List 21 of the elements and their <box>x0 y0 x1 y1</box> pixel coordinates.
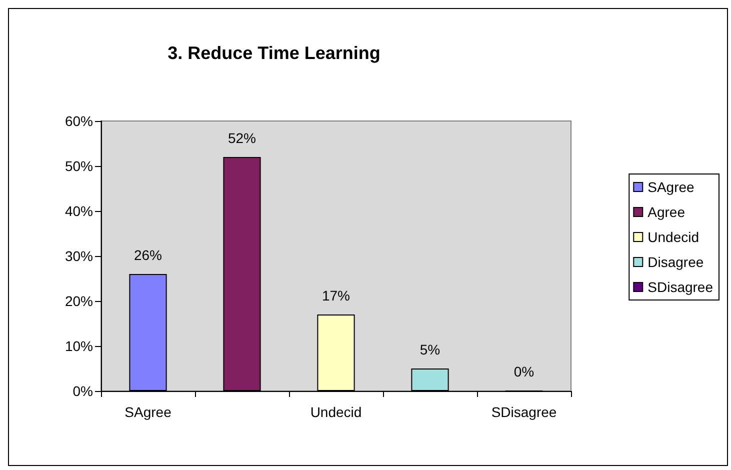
x-tick-label: SAgree <box>124 404 172 420</box>
y-tick-label: 30% <box>64 248 93 264</box>
y-tick-label: 20% <box>64 293 93 309</box>
data-label: 0% <box>514 364 534 380</box>
legend-label: Agree <box>648 204 686 220</box>
y-tick-label: 0% <box>72 383 93 399</box>
y-tick-label: 10% <box>64 338 93 354</box>
legend-label: SAgree <box>648 179 695 195</box>
data-label: 52% <box>228 130 256 146</box>
data-label: 5% <box>420 342 440 358</box>
legend-label: Disagree <box>648 254 704 270</box>
legend-label: Undecid <box>648 229 700 245</box>
y-tick-label: 50% <box>64 158 93 174</box>
legend-label: SDisagree <box>648 279 714 295</box>
y-tick-label: 60% <box>64 113 93 129</box>
x-tick-label: Undecid <box>310 404 362 420</box>
x-tick-label: SDisagree <box>491 404 557 420</box>
chart-title: 3. Reduce Time Learning <box>168 43 380 63</box>
data-label: 26% <box>134 247 162 263</box>
data-label: 17% <box>322 288 350 304</box>
y-tick-label: 40% <box>64 203 93 219</box>
